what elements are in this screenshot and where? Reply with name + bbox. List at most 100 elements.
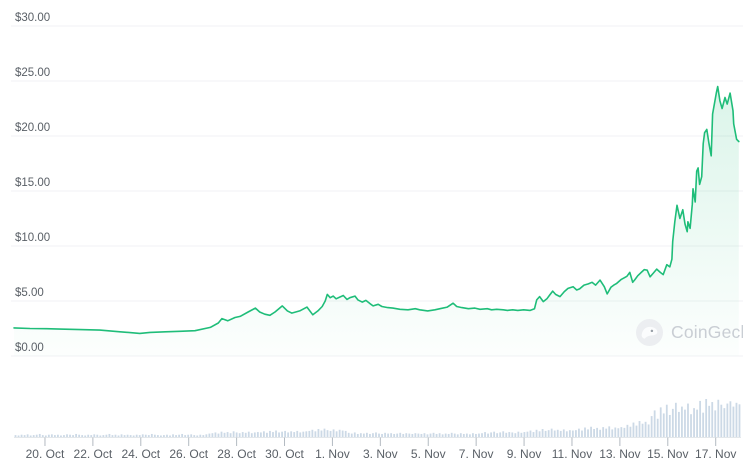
volume-bar — [66, 434, 68, 437]
volume-bar — [671, 408, 674, 437]
y-axis-label: $25.00 — [15, 67, 50, 79]
volume-bar — [568, 430, 571, 437]
volume-bar — [690, 414, 692, 437]
volume-bar — [468, 434, 471, 437]
x-axis-label: 15. Nov — [647, 447, 688, 461]
volume-bar — [311, 429, 314, 437]
volume-bar — [723, 408, 726, 437]
volume-bar — [632, 422, 635, 437]
volume-bar — [202, 435, 205, 437]
volume-bar — [656, 418, 659, 437]
volume-bar — [472, 433, 474, 437]
volume-bar — [417, 433, 420, 437]
x-axis-label: 26. Oct — [169, 447, 208, 461]
volume-bar — [241, 432, 244, 437]
volume-bar — [378, 433, 380, 437]
volume-bar — [160, 435, 162, 437]
x-axis-label: 7. Nov — [459, 447, 494, 461]
volume-bar — [423, 433, 426, 437]
volume-bar — [214, 432, 217, 437]
volume-bar — [172, 434, 174, 437]
volume-bar — [599, 429, 602, 437]
volume-bar — [596, 427, 599, 437]
volume-bar — [453, 433, 456, 437]
volume-bar — [281, 431, 283, 437]
volume-bar — [35, 434, 38, 437]
volume-bar — [153, 434, 156, 437]
volume-bar — [126, 434, 129, 437]
volume-bar — [256, 432, 259, 437]
volume-bar — [729, 401, 732, 437]
volume-bar — [387, 433, 389, 437]
volume-bar — [581, 430, 583, 437]
volume-bar — [290, 431, 293, 437]
volume-bar — [96, 434, 99, 437]
price-series-line — [13, 85, 740, 335]
x-axis-label: 1. Nov — [315, 447, 350, 461]
watermark-text: CoinGecko — [671, 322, 743, 342]
volume-bar — [544, 430, 547, 437]
volume-bar — [87, 434, 90, 437]
x-axis-label: 22. Oct — [74, 447, 113, 461]
volume-bar — [244, 432, 247, 437]
volume-bar — [405, 433, 408, 437]
volume-bar — [590, 426, 592, 437]
volume-bar — [584, 427, 586, 437]
volume-bar — [499, 432, 502, 437]
volume-bar — [78, 434, 81, 437]
volume-bar — [114, 434, 117, 437]
volume-bar — [120, 434, 123, 437]
volume-bar — [478, 433, 480, 437]
volume-bar — [414, 433, 417, 437]
volume-bar — [668, 414, 671, 437]
volume-bar — [144, 434, 147, 437]
volume-bar — [272, 432, 274, 437]
x-axis-label: 13. Nov — [599, 447, 640, 461]
volume-bar — [26, 434, 29, 437]
volume-bar — [226, 432, 229, 437]
volume-bar — [435, 433, 438, 437]
volume-bar — [547, 430, 550, 437]
volume-bar — [20, 434, 23, 437]
volume-bar — [517, 431, 520, 437]
volume-bar — [293, 432, 296, 437]
y-axis-label: $5.00 — [15, 287, 44, 299]
coingecko-watermark[interactable]: CoinGecko — [636, 318, 743, 346]
volume-bar — [250, 433, 253, 437]
volume-bar — [229, 433, 232, 437]
volume-bar — [341, 430, 344, 437]
volume-bar — [438, 433, 441, 437]
volume-bar — [429, 433, 432, 437]
volume-bar — [308, 430, 311, 437]
volume-bar — [147, 435, 150, 437]
price-area — [14, 86, 739, 356]
volume-bar — [508, 432, 511, 437]
volume-bar — [635, 425, 638, 437]
volume-bar — [384, 432, 386, 437]
volume-bar — [329, 430, 332, 437]
volume-bar — [184, 435, 187, 437]
volume-bar — [432, 432, 435, 437]
volume-bar — [490, 432, 492, 437]
volume-bar — [714, 410, 717, 437]
volume-bar — [526, 431, 529, 437]
volume-bar — [529, 430, 532, 437]
volume-bar — [390, 433, 393, 437]
x-axis-label: 9. Nov — [507, 447, 542, 461]
volume-bar — [644, 421, 647, 437]
volume-bar — [199, 434, 202, 437]
volume-bar — [90, 435, 93, 437]
volume-bar — [602, 427, 605, 437]
x-axis-label: 11. Nov — [552, 447, 592, 461]
volume-bar — [559, 430, 562, 437]
volume-bar — [193, 435, 196, 437]
volume-bar — [562, 429, 565, 437]
volume-bar — [623, 427, 626, 437]
volume-bar — [108, 433, 111, 437]
volume-bar — [111, 435, 114, 437]
volume-bar — [266, 432, 268, 437]
volume-bar — [578, 428, 580, 437]
volume-bars — [14, 399, 741, 437]
price-area-fill — [14, 86, 739, 356]
